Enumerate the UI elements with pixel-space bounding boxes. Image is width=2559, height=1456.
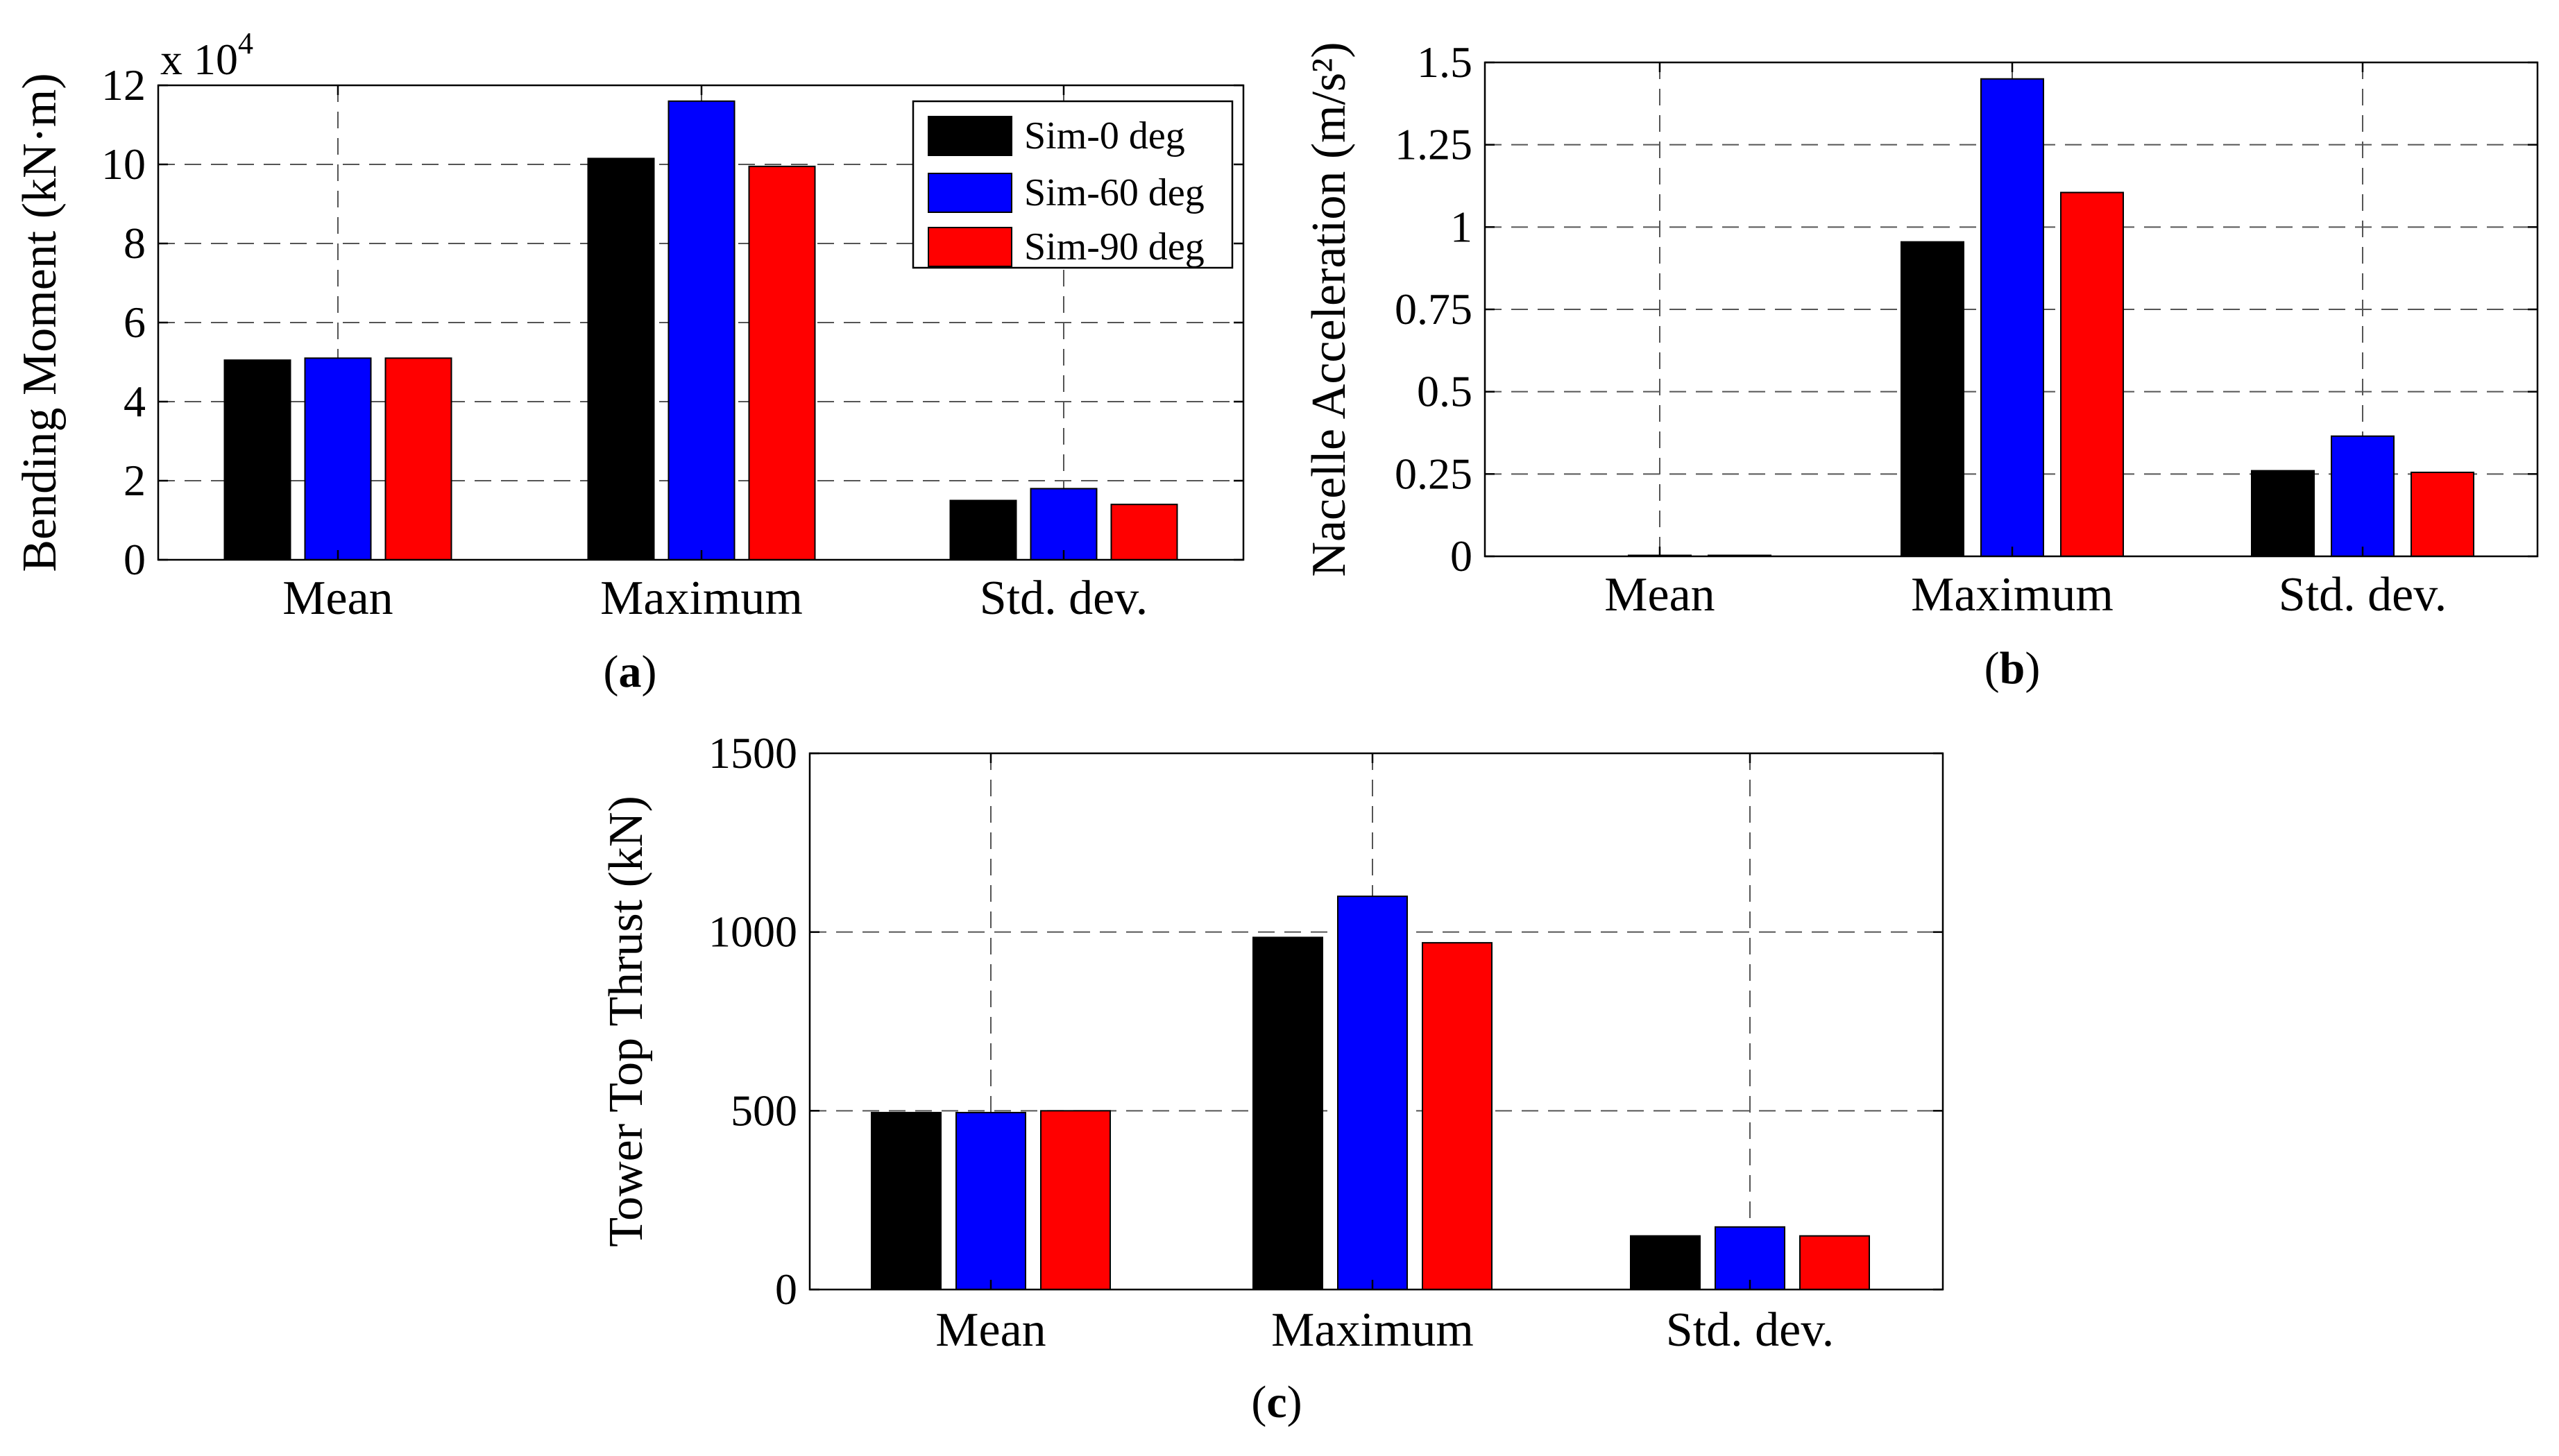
y-tick-label: 0.75 — [1395, 284, 1472, 334]
bar-sim-60-deg-std-dev — [1030, 488, 1098, 561]
y-tick-label: 6 — [124, 298, 146, 347]
y-tick-label: 1 — [1450, 202, 1472, 251]
y-tick-label: 1.25 — [1395, 120, 1472, 169]
bar-sim-90-deg-std-dev — [2411, 471, 2474, 558]
bar-sim-0-deg-maximum — [587, 157, 655, 560]
panel-label: (c) — [1251, 1377, 1302, 1428]
category-label-std-dev: Std. dev. — [2279, 568, 2447, 622]
bar-sim-90-deg-maximum — [2060, 191, 2124, 557]
category-label-mean: Mean — [282, 572, 393, 625]
category-label-maximum: Maximum — [1911, 568, 2114, 622]
category-label-mean: Mean — [935, 1303, 1046, 1357]
panel-label: (a) — [604, 646, 657, 697]
y-tick-label: 2 — [124, 456, 146, 505]
bar-sim-0-deg-std-dev — [1630, 1235, 1701, 1290]
multiplier-exponent: 4 — [238, 26, 253, 60]
y-tick-label: 0.5 — [1417, 367, 1472, 416]
y-tick-label: 1000 — [708, 907, 797, 957]
bar-sim-60-deg-std-dev — [1715, 1226, 1785, 1290]
axis-multiplier: x 104 — [160, 26, 253, 84]
panel-label-letter: a — [619, 646, 642, 697]
legend-swatch-sim-90-deg — [928, 227, 1012, 267]
y-tick-label: 8 — [124, 219, 146, 268]
bar-sim-90-deg-maximum — [748, 165, 816, 561]
bar-sim-0-deg-std-dev — [949, 499, 1017, 560]
y-tick-label: 0 — [124, 535, 146, 584]
bar-sim-0-deg-maximum — [1901, 241, 1964, 557]
bar-sim-90-deg-std-dev — [1110, 504, 1178, 561]
panel-label: (b) — [1984, 643, 2041, 694]
y-axis-title: Nacelle Acceleration (m/s²) — [1302, 42, 1356, 576]
bar-sim-0-deg-std-dev — [2251, 470, 2315, 557]
panel-a-bending-moment: 0 2 4 6 8 10 12 Mean Maximum Std. dev. Bending Mom… — [13, 26, 1245, 697]
bar-sim-0-deg-mean — [223, 359, 291, 561]
plot-frame — [808, 752, 1944, 1291]
y-tick-label: 0 — [1450, 531, 1472, 581]
bar-sim-90-deg-mean — [384, 357, 452, 560]
category-label-std-dev: Std. dev. — [1666, 1303, 1834, 1357]
bar-sim-90-deg-std-dev — [1799, 1235, 1870, 1290]
legend-swatch-sim-60-deg — [928, 173, 1012, 213]
y-tick-label: 0 — [775, 1265, 797, 1314]
legend-entry-sim-0-deg: Sim-0 deg — [1024, 114, 1185, 157]
panel-label-letter: c — [1266, 1377, 1286, 1428]
y-tick-label: 1.5 — [1417, 37, 1472, 87]
bar-sim-60-deg-maximum — [1980, 78, 2044, 557]
category-label-mean: Mean — [1604, 568, 1715, 622]
category-label-std-dev: Std. dev. — [980, 572, 1148, 625]
bar-sim-0-deg-maximum — [1252, 936, 1323, 1290]
y-tick-label: 4 — [124, 377, 146, 426]
panel-c-tower-top-thrust: 0 500 1000 1500 Mean Maximum Std. dev. Tower To… — [600, 728, 1944, 1428]
y-tick-label: 1500 — [708, 728, 797, 778]
category-label-maximum: Maximum — [1271, 1303, 1474, 1357]
category-label-maximum: Maximum — [600, 572, 803, 625]
legend-swatch-sim-0-deg — [928, 116, 1012, 156]
y-axis-title: Tower Top Thrust (kN) — [600, 796, 653, 1247]
legend-entry-sim-60-deg: Sim-60 deg — [1024, 171, 1205, 214]
bar-sim-0-deg-mean — [871, 1111, 942, 1291]
y-tick-label: 0.25 — [1395, 449, 1472, 498]
bar-sim-90-deg-maximum — [1422, 942, 1493, 1291]
panel-label-letter: b — [2000, 643, 2025, 694]
panel-b-nacelle-acceleration: 0 0.25 0.5 0.75 1 1.25 1.5 Mean Maximum Std. dev.… — [1302, 37, 2539, 694]
bar-sim-60-deg-maximum — [668, 100, 736, 561]
y-axis-title: Bending Moment (kN·m) — [13, 73, 67, 572]
bar-sim-60-deg-maximum — [1337, 896, 1408, 1290]
bar-sim-60-deg-mean — [304, 357, 372, 560]
bar-sim-60-deg-std-dev — [2331, 435, 2395, 557]
bar-sim-90-deg-mean — [1040, 1110, 1111, 1291]
legend-entry-sim-90-deg: Sim-90 deg — [1024, 225, 1205, 268]
bar-sim-60-deg-mean — [955, 1111, 1026, 1291]
y-tick-label: 10 — [101, 139, 146, 189]
y-tick-label: 12 — [101, 60, 146, 110]
multiplier-base: x 10 — [160, 35, 238, 84]
legend: Sim-0 deg Sim-60 deg Sim-90 deg — [912, 100, 1234, 269]
y-tick-label: 500 — [731, 1086, 797, 1135]
